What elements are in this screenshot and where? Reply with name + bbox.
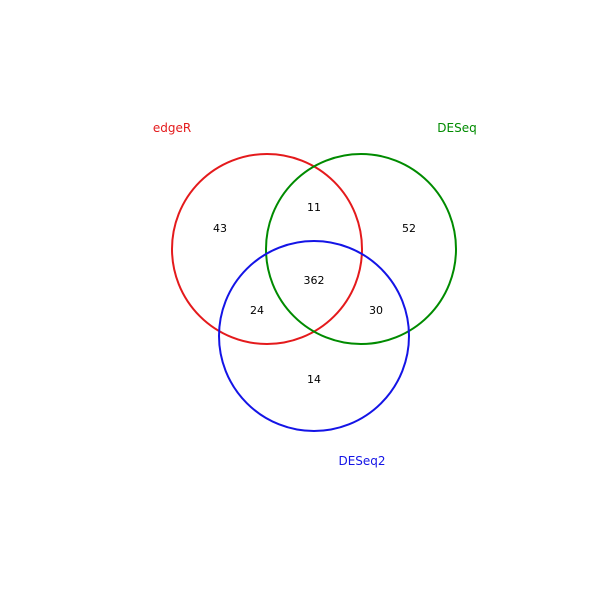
deseq2-label: DESeq2: [338, 454, 385, 468]
deseq-label: DESeq: [437, 121, 476, 135]
all-three-count: 362: [304, 274, 325, 287]
deseq2-circle: [218, 240, 410, 432]
deseq2-only-count: 14: [307, 373, 321, 386]
edger-circle: [171, 153, 363, 345]
deseq-circle: [265, 153, 457, 345]
edger-only-count: 43: [213, 222, 227, 235]
deseq-only-count: 52: [402, 222, 416, 235]
edger-deseq-count: 11: [307, 201, 321, 214]
edger-label: edgeR: [153, 121, 191, 135]
deseq-deseq2-count: 30: [369, 304, 383, 317]
edger-deseq2-count: 24: [250, 304, 264, 317]
